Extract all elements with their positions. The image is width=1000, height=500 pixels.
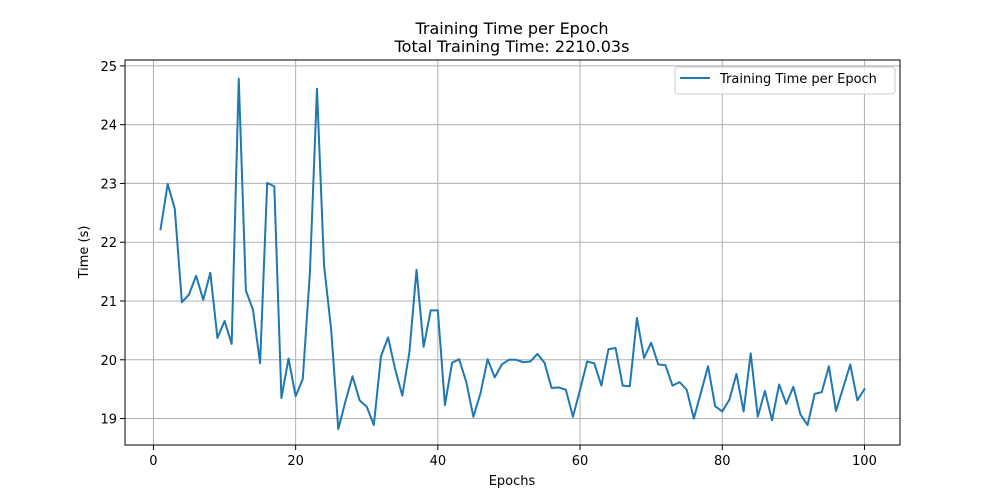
x-axis-label: Epochs [489, 474, 536, 489]
x-tick-label: 20 [287, 454, 304, 469]
chart-subtitle: Total Training Time: 2210.03s [394, 37, 630, 56]
y-tick-label: 21 [100, 295, 117, 310]
x-tick-label: 80 [714, 454, 731, 469]
chart-title: Training Time per Epoch [414, 19, 608, 38]
y-tick-label: 20 [100, 354, 117, 369]
y-tick-label: 25 [100, 60, 117, 75]
x-tick-label: 60 [572, 454, 589, 469]
grid-lines [125, 60, 900, 445]
y-axis-ticks: 19 20 21 22 23 24 25 [100, 60, 125, 428]
y-tick-label: 24 [100, 119, 117, 134]
x-tick-label: 40 [430, 454, 447, 469]
y-tick-label: 22 [100, 236, 117, 251]
plot-lines [159, 77, 866, 431]
y-axis-label: Time (s) [77, 226, 92, 280]
legend: Training Time per Epoch [674, 66, 896, 95]
y-tick-label: 19 [100, 413, 117, 428]
legend-label-training-time: Training Time per Epoch [719, 72, 877, 87]
plot-frame [124, 59, 901, 446]
y-tick-label: 23 [100, 177, 117, 192]
x-tick-label: 100 [852, 454, 877, 469]
legend-box [674, 66, 896, 95]
x-axis-ticks: 0 20 40 60 80 100 [149, 445, 877, 469]
series-line-training-time [159, 77, 866, 431]
x-tick-label: 0 [149, 454, 157, 469]
